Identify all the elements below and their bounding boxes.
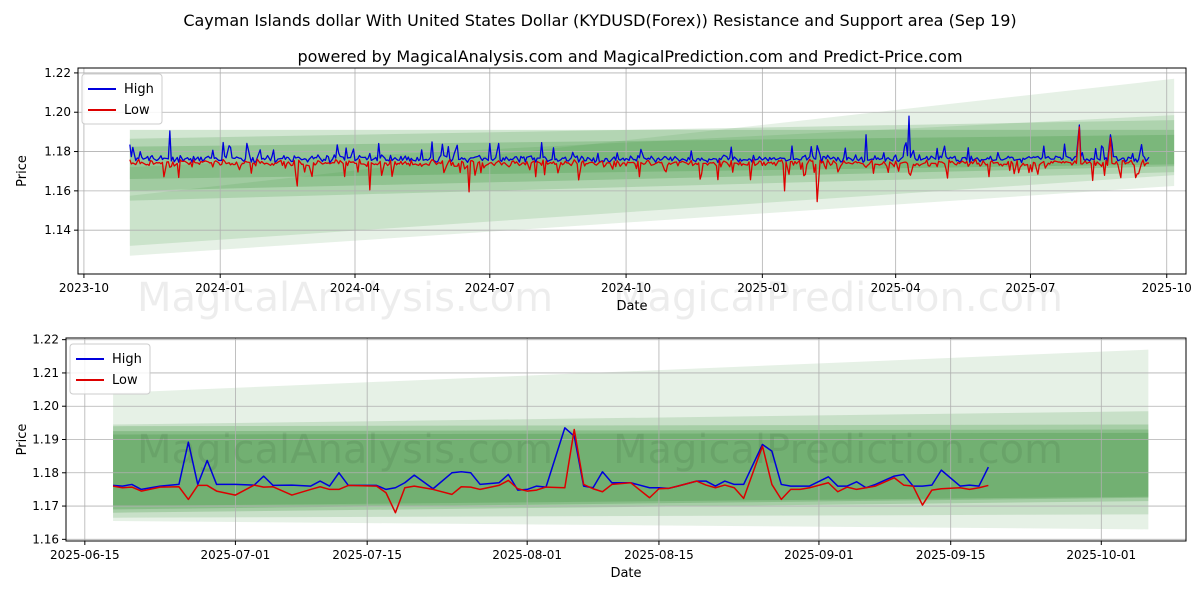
watermark-prediction: MagicalPrediction.com — [613, 275, 1063, 321]
high-series-line — [113, 427, 990, 491]
x-tick-label: 2025-08-15 — [624, 548, 694, 562]
y-tick-label: 1.17 — [32, 499, 59, 513]
support-resistance-band-5 — [113, 432, 1149, 507]
legend-label-low: Low — [124, 103, 150, 118]
x-tick-label: 2025-04 — [871, 281, 921, 295]
x-tick-label: 2024-04 — [330, 281, 380, 295]
low-series-line — [129, 126, 1150, 203]
y-tick-label: 1.22 — [44, 66, 71, 80]
legend-label-high: High — [124, 82, 154, 97]
legend: High Low — [81, 73, 163, 125]
y-tick-label: 1.19 — [32, 433, 59, 447]
x-axis-label: Date — [610, 566, 641, 581]
support-resistance-band-4 — [113, 429, 1149, 510]
x-tick-label: 2025-06-15 — [50, 548, 120, 562]
y-tick-label: 1.18 — [44, 145, 71, 159]
support-resistance-band-3 — [129, 120, 1175, 201]
low-series-line — [112, 428, 989, 514]
plot-area — [66, 338, 1186, 541]
x-tick-label: 2025-10-01 — [1066, 548, 1136, 562]
x-tick-label: 2025-07-15 — [332, 548, 402, 562]
support-resistance-band-1 — [129, 78, 1175, 256]
watermark-analysis-lower: MagicalAnalysis.com — [137, 427, 553, 473]
x-tick-label: 2023-10 — [59, 281, 109, 295]
legend-box — [81, 73, 163, 125]
x-tick-label: 2025-07-01 — [201, 548, 271, 562]
y-tick-label: 1.21 — [32, 366, 59, 380]
y-tick-label: 1.22 — [32, 333, 59, 347]
y-tick-label: 1.20 — [32, 399, 59, 413]
x-tick-label: 2025-08-01 — [492, 548, 562, 562]
price-panel-recent: 2025-06-15 2025-07-01 2025-07-15 2025-08-01… — [15, 333, 1187, 581]
plot-area — [78, 68, 1186, 274]
x-tick-label: 2024-10 — [601, 281, 651, 295]
support-resistance-band-2 — [113, 411, 1149, 518]
x-tick-label: 2025-01 — [737, 281, 787, 295]
legend-box — [69, 343, 151, 395]
legend-label-low: Low — [112, 373, 138, 388]
x-tick-label: 2025-07 — [1005, 281, 1055, 295]
legend-label-high: High — [112, 352, 142, 367]
support-resistance-band-4 — [129, 129, 1175, 191]
x-tick-label: 2025-09-01 — [784, 548, 854, 562]
x-tick-label: 2025-10 — [1142, 281, 1192, 295]
chart-title: Cayman Islands dollar With United States… — [183, 11, 1016, 30]
price-panel-full-range: 2023-10 2024-01 2024-04 2024-07 2024-10 2025-… — [15, 66, 1192, 314]
y-axis-label: Price — [15, 155, 30, 187]
y-tick-label: 1.20 — [44, 105, 71, 119]
y-tick-label: 1.14 — [44, 223, 71, 237]
y-tick-label: 1.18 — [32, 466, 59, 480]
support-resistance-band-3 — [113, 424, 1149, 513]
x-tick-label: 2024-07 — [465, 281, 515, 295]
y-tick-label: 1.16 — [44, 184, 71, 198]
legend: High Low — [69, 343, 151, 395]
axes-frame — [77, 67, 1187, 275]
high-series-line — [129, 115, 1150, 164]
watermark-prediction-lower: MagicalPrediction.com — [613, 427, 1063, 473]
chart-subtitle: powered by MagicalAnalysis.com and Magic… — [297, 47, 962, 66]
y-tick-label: 1.16 — [32, 532, 59, 546]
x-tick-label: 2024-01 — [195, 281, 245, 295]
y-axis-label: Price — [15, 424, 30, 456]
watermark-analysis: MagicalAnalysis.com — [137, 275, 553, 321]
x-axis-label: Date — [616, 299, 647, 314]
support-resistance-band-2 — [129, 115, 1175, 246]
x-tick-label: 2025-09-15 — [916, 548, 986, 562]
